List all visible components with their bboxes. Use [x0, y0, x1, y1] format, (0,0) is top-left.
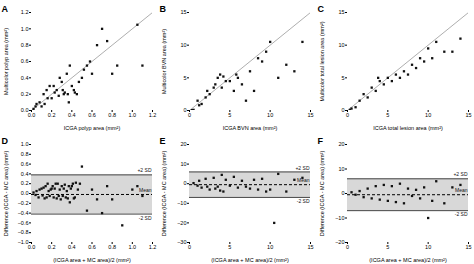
svg-text:1.2: 1.2 [149, 112, 157, 118]
svg-text:0: 0 [188, 244, 191, 250]
svg-text:A: A [2, 4, 9, 14]
svg-text:0.8: 0.8 [21, 151, 29, 157]
svg-text:0: 0 [183, 107, 186, 113]
svg-text:10: 10 [180, 42, 186, 48]
svg-text:−0.8: −0.8 [18, 229, 29, 235]
svg-text:+2 SD: +2 SD [453, 171, 467, 177]
svg-text:−30: −30 [177, 239, 186, 245]
svg-text:5: 5 [183, 75, 186, 81]
svg-text:0.0: 0.0 [21, 190, 29, 196]
svg-text:0.0: 0.0 [28, 244, 36, 250]
svg-text:−0.4: −0.4 [18, 210, 29, 216]
svg-text:10: 10 [267, 244, 273, 250]
svg-text:B: B [160, 4, 167, 14]
svg-text:0.4: 0.4 [68, 244, 76, 250]
svg-text:E: E [160, 136, 166, 146]
svg-text:F: F [318, 136, 324, 146]
svg-text:+2 SD: +2 SD [295, 165, 309, 171]
svg-text:ICGA total lesion area (mm²): ICGA total lesion area (mm²) [373, 125, 443, 131]
svg-text:-2 SD: -2 SD [455, 211, 468, 217]
svg-text:Difference (ICGA - MC area) (m: Difference (ICGA - MC area) (mm²) [319, 151, 325, 237]
svg-text:−20: −20 [335, 239, 344, 245]
svg-text:−10: −10 [335, 215, 344, 221]
svg-text:0.4: 0.4 [68, 112, 76, 118]
svg-text:0: 0 [346, 112, 349, 118]
svg-text:1.2: 1.2 [149, 244, 157, 250]
svg-text:0: 0 [341, 190, 344, 196]
svg-text:0: 0 [346, 244, 349, 250]
svg-text:−10: −10 [177, 200, 186, 206]
svg-text:Difference (ICGA - MC area) (m: Difference (ICGA - MC area) (mm²) [3, 151, 9, 237]
svg-text:15: 15 [180, 9, 186, 15]
svg-text:10: 10 [338, 166, 344, 172]
svg-text:0.2: 0.2 [48, 244, 56, 250]
svg-text:10: 10 [425, 112, 431, 118]
svg-text:Mean: Mean [297, 177, 310, 183]
svg-text:5: 5 [228, 112, 231, 118]
svg-text:-2 SD: -2 SD [297, 198, 310, 204]
svg-text:0.6: 0.6 [21, 58, 29, 64]
svg-text:10: 10 [267, 112, 273, 118]
svg-text:−0.6: −0.6 [18, 220, 29, 226]
svg-text:Difference (ICGA - MC area) (m: Difference (ICGA - MC area) (mm²) [161, 151, 167, 237]
svg-text:(ICGA area + MC area)/2 (mm²): (ICGA area + MC area)/2 (mm²) [53, 257, 131, 263]
svg-text:0.2: 0.2 [21, 91, 29, 97]
svg-text:−20: −20 [177, 220, 186, 226]
svg-text:0.8: 0.8 [21, 42, 29, 48]
svg-text:15: 15 [307, 112, 313, 118]
svg-text:Multicolor total lesion area (: Multicolor total lesion area (mm²) [319, 21, 325, 101]
svg-text:20: 20 [338, 141, 344, 147]
svg-text:5: 5 [341, 75, 344, 81]
svg-text:0.4: 0.4 [21, 171, 29, 177]
svg-text:ICGA polyp area (mm²): ICGA polyp area (mm²) [64, 125, 121, 131]
svg-text:15: 15 [465, 244, 471, 250]
svg-text:0.0: 0.0 [20, 107, 29, 114]
svg-text:0: 0 [183, 180, 186, 186]
svg-text:(ICGA area + MC area)/2 (mm²): (ICGA area + MC area)/2 (mm²) [211, 257, 289, 263]
svg-text:15: 15 [465, 112, 471, 118]
svg-text:20: 20 [180, 141, 186, 147]
svg-text:ICGA BVN area (mm²): ICGA BVN area (mm²) [223, 125, 278, 131]
svg-text:1.0: 1.0 [129, 112, 137, 118]
svg-text:0.0: 0.0 [28, 112, 36, 118]
svg-text:5: 5 [386, 112, 389, 118]
svg-text:10: 10 [180, 161, 186, 167]
svg-text:0.4: 0.4 [21, 75, 29, 81]
svg-text:C: C [318, 4, 325, 14]
svg-text:(ICGA area + MC area)/2 (mm²): (ICGA area + MC area)/2 (mm²) [369, 257, 447, 263]
svg-text:1.2: 1.2 [21, 9, 29, 15]
svg-text:0.8: 0.8 [108, 244, 116, 250]
svg-text:10: 10 [338, 42, 344, 48]
svg-text:5: 5 [386, 244, 389, 250]
svg-text:D: D [2, 136, 9, 146]
svg-text:0: 0 [188, 112, 191, 118]
svg-text:Mean: Mean [139, 187, 152, 193]
svg-text:-2 SD: -2 SD [139, 215, 152, 221]
svg-text:0.2: 0.2 [48, 112, 56, 118]
svg-text:−0.2: −0.2 [18, 200, 29, 206]
svg-text:0: 0 [341, 107, 344, 113]
svg-text:Multicolor polyp area (mm²): Multicolor polyp area (mm²) [3, 28, 9, 95]
svg-text:15: 15 [307, 244, 313, 250]
svg-text:15: 15 [338, 9, 344, 15]
svg-text:0.6: 0.6 [21, 161, 29, 167]
svg-text:0.8: 0.8 [108, 112, 116, 118]
svg-text:5: 5 [228, 244, 231, 250]
svg-text:10: 10 [425, 244, 431, 250]
svg-text:1.0: 1.0 [21, 141, 29, 147]
svg-text:Multicolor BVN area (mm²): Multicolor BVN area (mm²) [161, 29, 167, 94]
svg-text:0.2: 0.2 [21, 180, 29, 186]
svg-text:Mean: Mean [455, 187, 468, 193]
svg-text:+2 SD: +2 SD [137, 167, 151, 173]
svg-text:0.6: 0.6 [88, 112, 96, 118]
svg-text:−1.0: −1.0 [17, 239, 29, 246]
svg-text:1.0: 1.0 [129, 244, 137, 250]
svg-text:0.6: 0.6 [88, 244, 96, 250]
svg-text:1.0: 1.0 [21, 26, 29, 32]
